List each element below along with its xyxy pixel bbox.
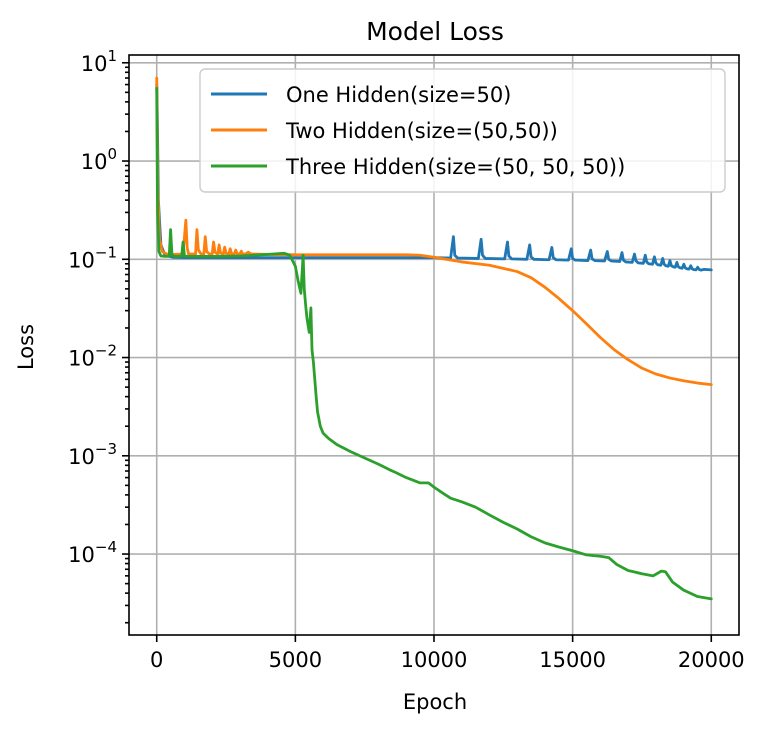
x-tick-label: 20000 <box>678 648 745 672</box>
legend: One Hidden(size=50) Two Hidden(size=(50,5… <box>199 68 726 193</box>
y-axis-ticks: 101 100 10−1 10−2 10−3 10−4 <box>68 47 129 624</box>
legend-label-1: One Hidden(size=50) <box>286 83 511 107</box>
x-tick-label: 10000 <box>401 648 468 672</box>
series-lines <box>155 76 713 601</box>
x-axis-ticks: 0 5000 10000 15000 20000 <box>150 635 745 672</box>
y-tick-label: 10−1 <box>68 243 117 272</box>
y-tick-label: 10−3 <box>68 440 117 469</box>
legend-label-3: Three Hidden(size=(50, 50, 50)) <box>285 155 625 179</box>
y-tick-label: 100 <box>81 145 117 174</box>
y-axis-label: Loss <box>14 324 38 370</box>
x-tick-label: 5000 <box>269 648 322 672</box>
chart-title: Model Loss <box>366 17 504 46</box>
series-line-2 <box>155 76 713 387</box>
y-tick-label: 10−4 <box>68 538 117 567</box>
y-tick-label: 10−2 <box>68 342 117 371</box>
x-axis-label: Epoch <box>403 690 467 714</box>
x-tick-label: 0 <box>150 648 163 672</box>
legend-box <box>199 68 726 193</box>
series-line-3 <box>155 86 713 601</box>
x-tick-label: 15000 <box>539 648 606 672</box>
y-tick-label: 101 <box>81 47 117 76</box>
legend-label-2: Two Hidden(size=(50,50)) <box>285 119 558 143</box>
